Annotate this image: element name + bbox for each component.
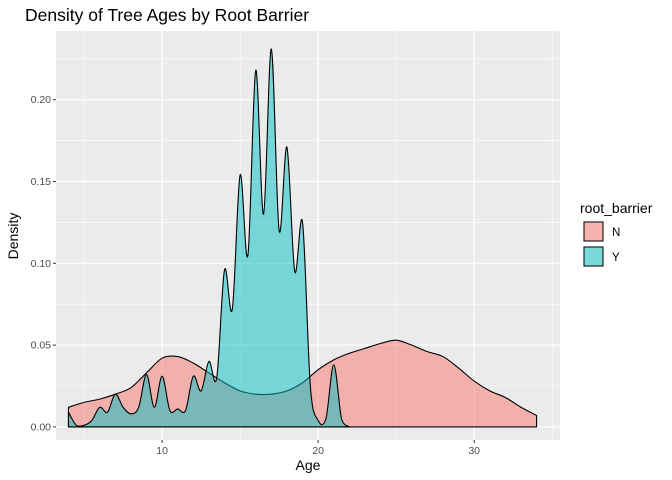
x-tick-label: 10 bbox=[156, 445, 168, 457]
legend-items: NY bbox=[583, 221, 620, 267]
y-tick-label: 0.05 bbox=[31, 340, 52, 352]
legend-key-N bbox=[583, 221, 604, 242]
density-areas bbox=[67, 48, 538, 428]
x-axis-ticks: 10 20 30 bbox=[156, 440, 480, 457]
legend-title: root_barrier bbox=[580, 200, 653, 216]
y-tick-label: 0.00 bbox=[31, 421, 52, 433]
y-tick-label: 0.20 bbox=[31, 94, 52, 106]
chart-title: Density of Tree Ages by Root Barrier bbox=[25, 5, 309, 25]
y-axis-ticks: 0.00 0.05 0.10 0.15 0.20 bbox=[31, 94, 56, 433]
x-tick-label: 30 bbox=[468, 445, 480, 457]
y-axis-title: Density bbox=[5, 213, 21, 260]
legend-key-Y bbox=[583, 246, 604, 267]
x-axis-title: Age bbox=[296, 457, 321, 473]
y-tick-label: 0.15 bbox=[31, 176, 52, 188]
y-tick-label: 0.10 bbox=[31, 258, 52, 270]
density-outline-Y bbox=[67, 48, 350, 428]
legend: root_barrier NY bbox=[580, 200, 653, 267]
legend-label-Y: Y bbox=[612, 252, 620, 264]
legend-label-N: N bbox=[612, 227, 620, 239]
x-tick-label: 20 bbox=[312, 445, 324, 457]
density-area-Y bbox=[68, 48, 350, 427]
